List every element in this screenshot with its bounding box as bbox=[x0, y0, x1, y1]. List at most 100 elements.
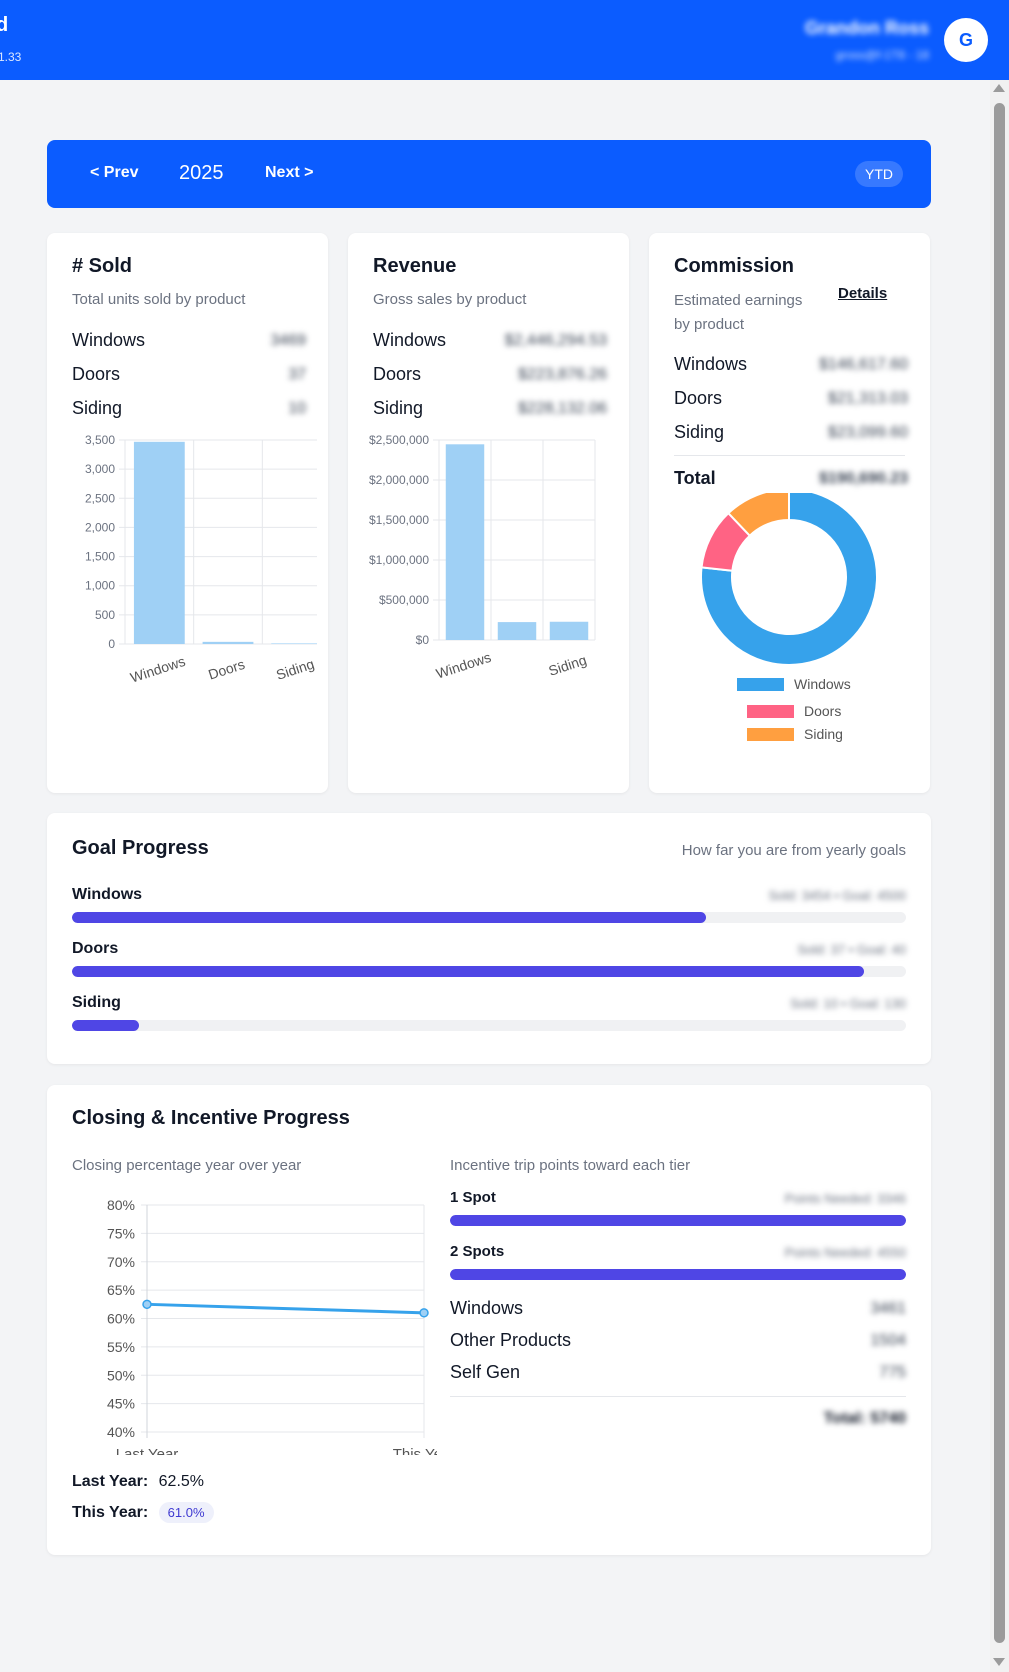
goal-detail-windows: Sold: 3454 • Goal: 4500 bbox=[768, 888, 906, 903]
commission-row-value: $23,099.60 bbox=[827, 424, 908, 441]
revenue-row-value: $228,132.06 bbox=[518, 400, 607, 417]
legend-swatch bbox=[737, 678, 784, 691]
donut-slice bbox=[726, 493, 790, 538]
x-tick-label: This Year bbox=[393, 1446, 437, 1455]
sold-bar-chart: 0 500 1,000 1,500 2,000 2,500 3,000 3,500 Window… bbox=[85, 433, 317, 686]
goal-detail-doors: Sold: 37 • Goal: 40 bbox=[797, 942, 906, 957]
legend-label: Siding bbox=[804, 726, 843, 742]
scrollbar-thumb[interactable] bbox=[994, 103, 1005, 1643]
bar bbox=[271, 643, 317, 644]
goal-label-doors: Doors bbox=[72, 940, 119, 957]
sold-row-label: Windows bbox=[72, 330, 146, 350]
commission-title: Commission bbox=[674, 255, 795, 277]
revenue-row-value: $2,446,294.53 bbox=[504, 332, 607, 349]
sold-card: # Sold Total units sold by product Windo… bbox=[47, 233, 328, 793]
goal-subtitle: How far you are from yearly goals bbox=[681, 842, 906, 859]
sold-title: # Sold bbox=[72, 255, 133, 277]
y-tick-label: 70% bbox=[107, 1254, 135, 1270]
tier-fill-2 bbox=[450, 1269, 906, 1280]
bar bbox=[133, 441, 185, 644]
user-email: gross@f-1T8 - 18 bbox=[835, 48, 929, 62]
points-row-label: Self Gen bbox=[450, 1362, 521, 1382]
commission-total-row: Total $190,690.23 bbox=[674, 468, 908, 492]
revenue-row-label: Siding bbox=[373, 398, 424, 418]
x-tick-label: Last Year bbox=[116, 1446, 179, 1455]
points-row-value: 775 bbox=[879, 1364, 906, 1381]
y-tick-label: 55% bbox=[107, 1339, 135, 1355]
user-name: Grandon Ross bbox=[804, 18, 929, 38]
tier-track-2 bbox=[450, 1269, 906, 1280]
revenue-card: Revenue Gross sales by product Windows $… bbox=[348, 233, 629, 793]
closing-title: Closing & Incentive Progress bbox=[72, 1107, 350, 1129]
sold-row-value: 10 bbox=[288, 400, 306, 417]
incentive-subtitle: Incentive trip points toward each tier bbox=[450, 1157, 691, 1174]
y-tick-label: $0 bbox=[416, 633, 430, 647]
commission-row-siding: Siding $23,099.60 bbox=[674, 422, 908, 446]
y-tick-label: $2,500,000 bbox=[369, 433, 429, 447]
legend-swatch bbox=[747, 705, 794, 718]
donut-slice bbox=[700, 493, 878, 666]
points-row-label: Windows bbox=[450, 1298, 524, 1318]
closing-subtitle: Closing percentage year over year bbox=[72, 1157, 302, 1174]
revenue-row-label: Doors bbox=[373, 364, 422, 384]
goal-fill-doors bbox=[72, 966, 865, 977]
commission-row-windows: Windows $146,617.60 bbox=[674, 354, 908, 378]
y-tick-label: 2,000 bbox=[85, 520, 115, 534]
y-tick-label: 75% bbox=[107, 1225, 135, 1241]
scroll-up-arrow-icon[interactable] bbox=[993, 84, 1005, 92]
x-tick-label: Doors bbox=[206, 656, 246, 683]
bar bbox=[497, 622, 537, 640]
commission-row-label: Doors bbox=[674, 388, 723, 408]
y-tick-label: $1,000,000 bbox=[369, 553, 429, 567]
bar bbox=[549, 621, 589, 640]
this-year-label: This Year: bbox=[72, 1504, 149, 1521]
bar bbox=[202, 641, 254, 644]
closing-incentive-card: Closing & Incentive Progress Closing per… bbox=[47, 1085, 931, 1555]
y-tick-label: $500,000 bbox=[379, 593, 429, 607]
y-tick-label: 3,500 bbox=[85, 433, 115, 447]
next-year-button[interactable]: Next > bbox=[265, 164, 314, 181]
revenue-row-doors: Doors $223,876.26 bbox=[373, 364, 607, 388]
commission-total-value: $190,690.23 bbox=[819, 470, 908, 487]
y-tick-label: 1,000 bbox=[85, 579, 115, 593]
legend-label: Windows bbox=[794, 676, 851, 692]
revenue-title: Revenue bbox=[373, 255, 457, 277]
tier-detail-1: Points Needed: 3346 bbox=[784, 1191, 906, 1206]
commission-row-label: Windows bbox=[674, 354, 748, 374]
sold-row-value: 37 bbox=[288, 366, 306, 383]
ytd-badge[interactable]: YTD bbox=[855, 161, 903, 187]
year-navigation: < Prev 2025 Next > YTD bbox=[47, 140, 931, 208]
bar bbox=[445, 444, 485, 640]
goal-fill-siding bbox=[72, 1020, 139, 1031]
y-tick-label: $1,500,000 bbox=[369, 513, 429, 527]
last-year-row: Last Year: 62.5% bbox=[72, 1473, 204, 1491]
goal-track-windows bbox=[72, 912, 906, 923]
y-tick-label: 500 bbox=[95, 608, 115, 622]
this-year-row: This Year: 61.0% bbox=[72, 1502, 214, 1523]
prev-year-button[interactable]: < Prev bbox=[90, 164, 139, 181]
last-year-value: 62.5% bbox=[158, 1473, 205, 1490]
sold-row-label: Siding bbox=[72, 398, 123, 418]
y-tick-label: 50% bbox=[107, 1367, 135, 1383]
legend-swatch bbox=[747, 728, 794, 741]
revenue-subtitle: Gross sales by product bbox=[373, 291, 527, 308]
goal-track-doors bbox=[72, 966, 906, 977]
scroll-down-arrow-icon[interactable] bbox=[993, 1658, 1005, 1666]
revenue-row-siding: Siding $228,132.06 bbox=[373, 398, 607, 422]
sold-row-doors: Doors 37 bbox=[72, 364, 306, 388]
y-tick-label: 80% bbox=[107, 1197, 135, 1213]
revenue-row-label: Windows bbox=[373, 330, 447, 350]
closing-line-chart: 40% 45% 50% 55% 60% 65% 70% 75% 80% Last Year This… bbox=[107, 1197, 437, 1455]
goal-title: Goal Progress bbox=[72, 837, 209, 859]
this-year-value: 61.0% bbox=[158, 1502, 214, 1523]
current-year: 2025 bbox=[179, 162, 224, 184]
divider bbox=[674, 455, 905, 456]
avatar[interactable]: G bbox=[944, 18, 988, 62]
commission-total-label: Total bbox=[674, 468, 716, 488]
revenue-row-value: $223,876.26 bbox=[518, 366, 607, 383]
points-row-selfgen: Self Gen 775 bbox=[450, 1362, 906, 1386]
y-tick-label: $2,000,000 bbox=[369, 473, 429, 487]
tier-fill-1 bbox=[450, 1215, 906, 1226]
tier-track-1 bbox=[450, 1215, 906, 1226]
details-link[interactable]: Details bbox=[838, 285, 888, 302]
